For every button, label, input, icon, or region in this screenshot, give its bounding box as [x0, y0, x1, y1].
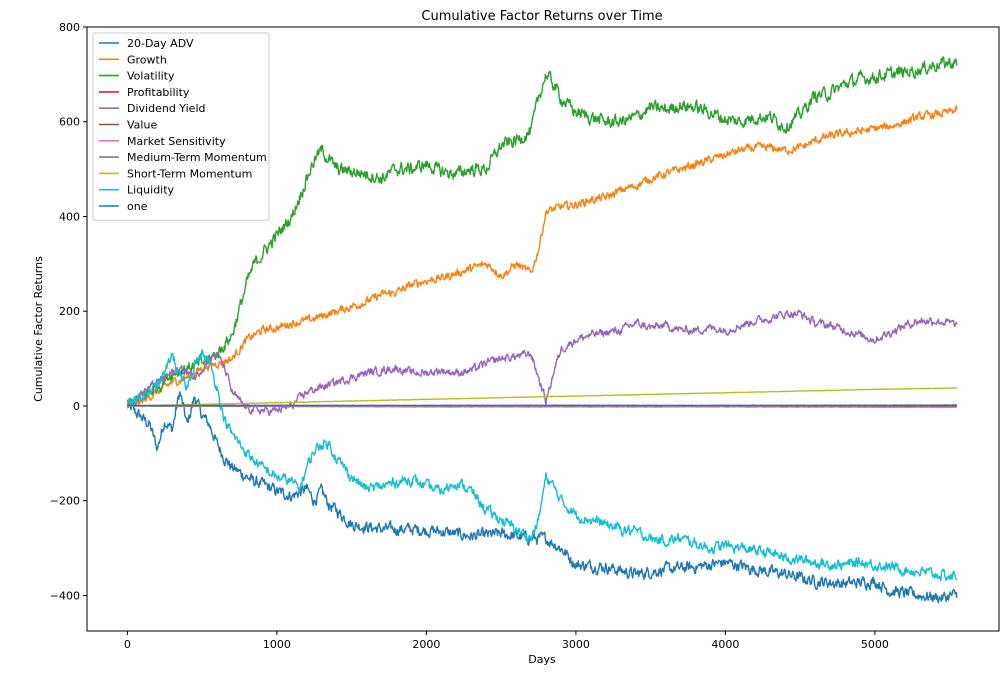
legend-label-liquidity: Liquidity: [127, 184, 175, 197]
legend-label-dividend-yield: Dividend Yield: [127, 102, 205, 115]
legend-label-one: one: [127, 200, 148, 213]
legend-label-medium-term-momentum: Medium-Term Momentum: [127, 151, 267, 164]
x-tick-label: 0: [124, 638, 131, 651]
series-line-liquidity: [126, 348, 957, 582]
series-line-20-day-adv: [126, 391, 958, 604]
y-tick-label: 0: [73, 400, 80, 413]
y-tick-label: −200: [50, 495, 80, 508]
legend-label-20-day-adv: 20-Day ADV: [127, 37, 194, 50]
series-layer: [126, 56, 958, 604]
x-tick-label: 2000: [412, 638, 440, 651]
x-tick-label: 1000: [263, 638, 291, 651]
x-tick-label: 4000: [711, 638, 739, 651]
legend-label-growth: Growth: [127, 53, 167, 66]
legend-label-value: Value: [127, 119, 157, 132]
series-line-volatility: [126, 56, 958, 408]
y-tick-label: 200: [59, 305, 80, 318]
y-axis-label: Cumulative Factor Returns: [32, 256, 45, 402]
y-tick-label: −400: [50, 589, 80, 602]
legend-label-profitability: Profitability: [127, 86, 190, 99]
legend-box: [92, 32, 270, 221]
legend-label-short-term-momentum: Short-Term Momentum: [127, 167, 252, 180]
legend: 20-Day ADV Growth Volatility Profitability D…: [92, 32, 270, 221]
x-axis-label: Days: [528, 653, 556, 666]
plot-frame: [86, 26, 1000, 632]
y-axis: −400 −200 0 200 400 600 800: [50, 21, 87, 602]
series-line-dividend-yield: [127, 309, 958, 416]
legend-label-market-sensitivity: Market Sensitivity: [127, 135, 226, 148]
y-tick-label: 400: [59, 210, 80, 223]
x-tick-label: 3000: [562, 638, 590, 651]
legend-label-volatility: Volatility: [127, 70, 175, 83]
y-tick-label: 800: [59, 21, 80, 34]
series-line-short-term-momentum: [127, 387, 957, 407]
x-tick-label: 5000: [861, 638, 889, 651]
chart-title: Cumulative Factor Returns over Time: [421, 9, 662, 24]
y-tick-label: 600: [59, 116, 80, 129]
series-line-growth: [126, 105, 958, 409]
x-axis: 0 1000 2000 3000 4000 5000: [124, 631, 889, 651]
